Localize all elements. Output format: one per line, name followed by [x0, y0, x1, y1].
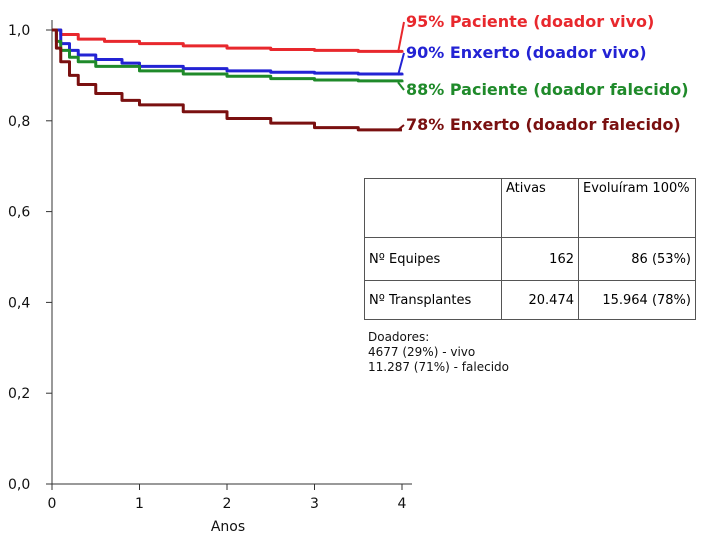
- y-tick-label: 0,8: [8, 114, 30, 130]
- legend: 95% Paciente (doador vivo) 90% Enxerto (d…: [397, 12, 689, 134]
- y-tick-label: 0,2: [8, 386, 30, 402]
- table-header-cell: [364, 178, 502, 238]
- legend-connector: [397, 81, 405, 91]
- axes: [51, 20, 412, 485]
- table-row: Nº Transplantes 20.474 15.964 (78%): [364, 280, 696, 320]
- legend-connector: [397, 52, 405, 76]
- ticks: 0 1 2 3 4 0,0 0,2 0,4 0,6 0,8 1,0: [8, 23, 407, 512]
- summary-table: Ativas Evoluíram 100% Nº Equipes 162 86 …: [364, 178, 696, 320]
- legend-connector: [397, 124, 405, 131]
- x-tick-label: 3: [310, 496, 319, 512]
- table-header-cell: Ativas: [501, 178, 579, 238]
- y-tick-label: 0,4: [8, 295, 30, 311]
- table-row-label: Nº Equipes: [364, 237, 502, 281]
- table-cell: 20.474: [501, 280, 579, 320]
- table-row: Nº Equipes 162 86 (53%): [364, 237, 696, 281]
- x-axis-title: Anos: [211, 519, 245, 535]
- y-tick-label: 0,0: [8, 477, 30, 493]
- table-cell: 162: [501, 237, 579, 281]
- donors-line: 11.287 (71%) - falecido: [368, 360, 509, 374]
- donors-title: Doadores:: [368, 330, 430, 344]
- donors-annotation: Doadores: 4677 (29%) - vivo 11.287 (71%)…: [368, 330, 509, 375]
- legend-label: 95% Paciente (doador vivo): [406, 12, 654, 31]
- table-row-label: Nº Transplantes: [364, 280, 502, 320]
- legend-label: 90% Enxerto (doador vivo): [406, 43, 647, 62]
- table-cell: 15.964 (78%): [578, 280, 696, 320]
- x-tick-label: 4: [398, 496, 407, 512]
- y-tick-label: 0,6: [8, 205, 30, 221]
- series-line: [52, 28, 404, 76]
- x-tick-label: 1: [135, 496, 144, 512]
- legend-connector: [397, 21, 405, 53]
- table-header-row: Ativas Evoluíram 100%: [364, 178, 696, 238]
- series-layer: [52, 28, 404, 132]
- series-line: [52, 28, 402, 132]
- table-cell: 86 (53%): [578, 237, 696, 281]
- legend-label: 88% Paciente (doador falecido): [406, 80, 689, 99]
- x-tick-label: 2: [223, 496, 232, 512]
- x-tick-label: 0: [48, 496, 57, 512]
- series-line: [52, 28, 404, 53]
- y-tick-label: 1,0: [8, 23, 30, 39]
- table-header-cell: Evoluíram 100%: [578, 178, 696, 238]
- legend-label: 78% Enxerto (doador falecido): [406, 115, 681, 134]
- donors-line: 4677 (29%) - vivo: [368, 345, 476, 359]
